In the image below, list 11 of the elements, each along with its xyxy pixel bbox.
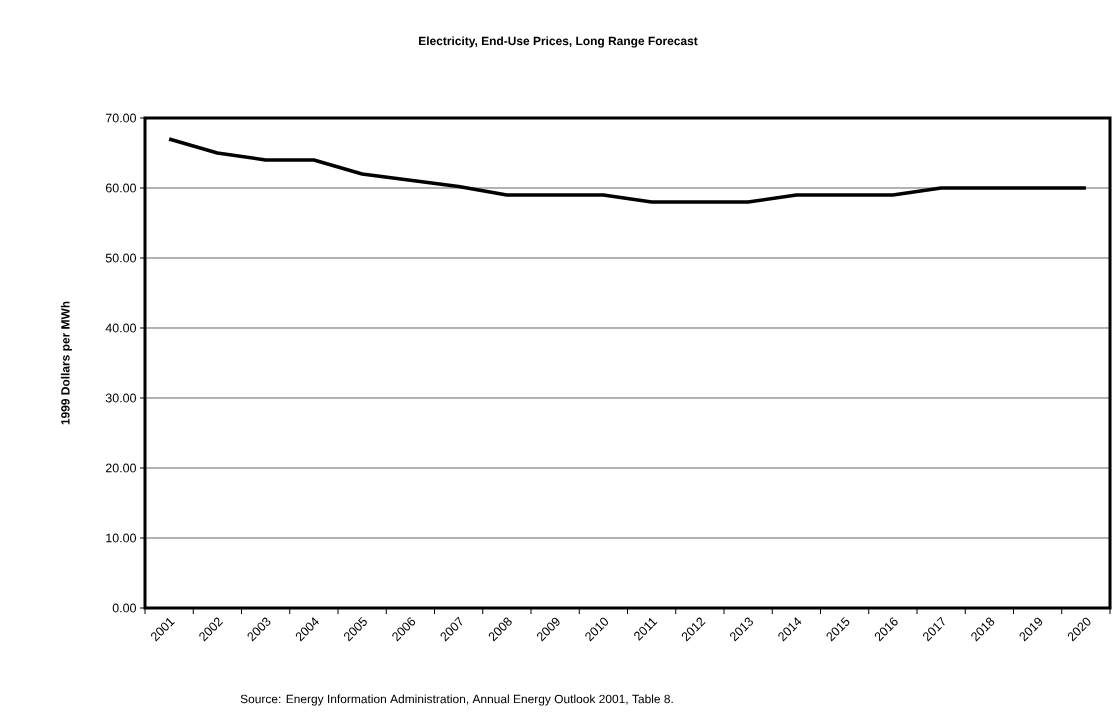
y-tick-label: 60.00	[105, 183, 136, 193]
y-tick-label: 70.00	[105, 113, 136, 123]
chart-title: Electricity, End-Use Prices, Long Range Forecast	[419, 36, 698, 48]
y-axis-title: 1999 Dollars per MWh	[60, 301, 72, 425]
y-tick-label: 20.00	[105, 463, 136, 473]
y-tick-label: 0.00	[112, 603, 136, 613]
y-tick-label: 30.00	[105, 393, 136, 403]
y-tick-label: 50.00	[105, 253, 136, 263]
source-note: Source: Energy Information Administration, Annual Energy Outlook 2001, Table 8.	[240, 694, 673, 706]
y-tick-label: 10.00	[106, 533, 136, 543]
y-tick-label: 40.00	[105, 323, 136, 333]
